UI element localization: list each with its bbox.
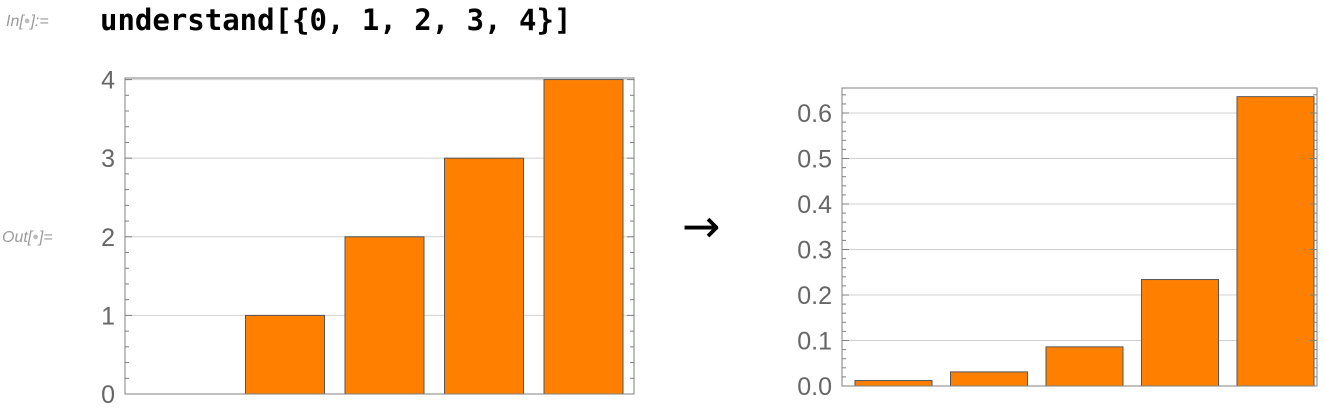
- y-tick-label: 0.2: [797, 282, 832, 310]
- cell-marker-icon: ●: [23, 15, 31, 27]
- y-tick-label: 1: [101, 302, 115, 330]
- transform-arrow-icon: →: [682, 199, 721, 253]
- y-tick-label: 0.1: [797, 328, 832, 356]
- plot-frame: [841, 87, 1318, 387]
- bar: [854, 380, 933, 387]
- bar: [245, 314, 325, 395]
- y-tick-label: 0.0: [797, 373, 832, 401]
- y-tick-label: 0.4: [797, 191, 832, 219]
- bar: [950, 371, 1028, 387]
- plot-frame: [124, 77, 635, 395]
- y-tick-label: 0.6: [797, 100, 832, 128]
- bar: [1141, 279, 1219, 387]
- y-tick-label: 3: [101, 145, 115, 173]
- cell-marker-icon: ●: [32, 231, 39, 243]
- output-cell-label: Out[●]=: [2, 229, 53, 246]
- y-tick-label: 0.5: [797, 146, 832, 174]
- bar: [1236, 96, 1315, 387]
- bar: [444, 157, 524, 395]
- y-tick-label: 0: [101, 381, 115, 409]
- y-tick-label: 2: [101, 224, 115, 252]
- bar: [543, 79, 624, 395]
- y-tick-label: 4: [101, 67, 115, 95]
- y-tick-label: 0.3: [797, 237, 832, 265]
- bar: [1045, 346, 1124, 387]
- input-cell-label: In[●]:=: [6, 13, 49, 30]
- input-expression[interactable]: understand[{0, 1, 2, 3, 4}]: [100, 3, 572, 37]
